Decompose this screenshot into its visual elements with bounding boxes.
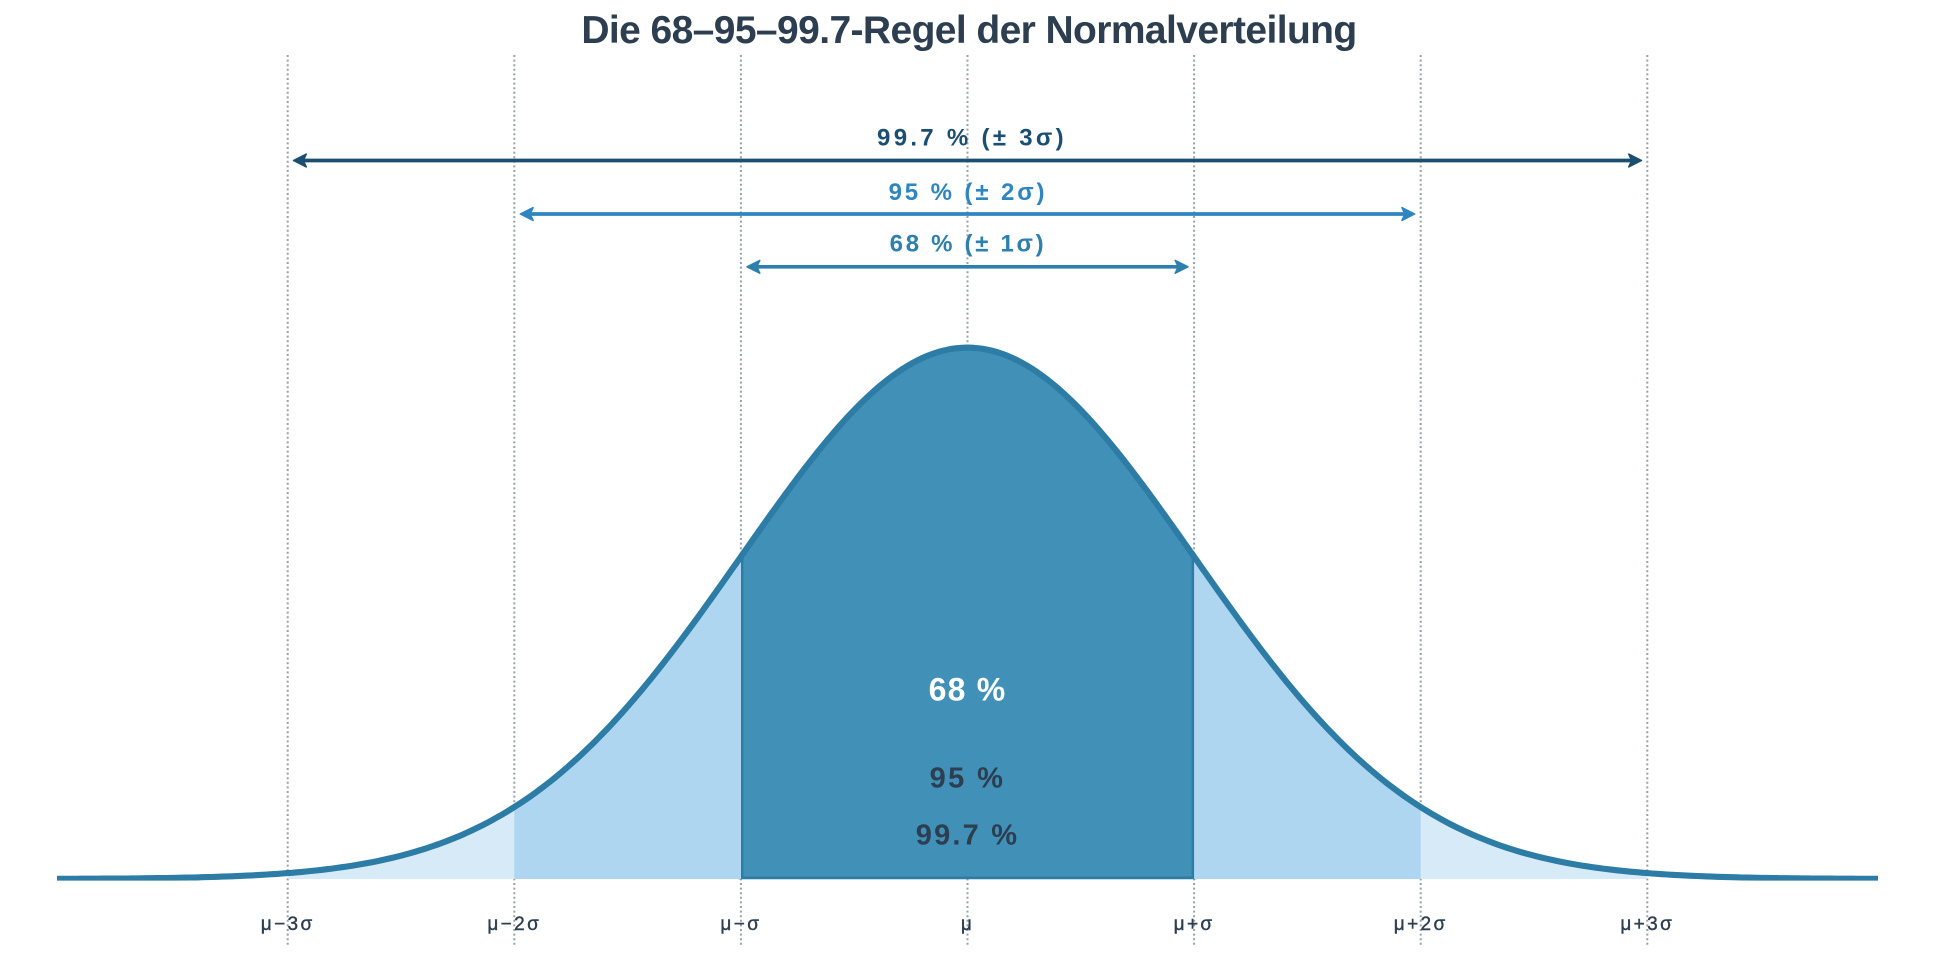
svg-text:μ−σ: μ−σ: [720, 914, 761, 935]
svg-text:Die 68–95–99.7-Regel der Norma: Die 68–95–99.7-Regel der Normalverteilun…: [581, 9, 1356, 52]
svg-text:68 % (± 1σ): 68 % (± 1σ): [890, 230, 1047, 257]
svg-text:μ−3σ: μ−3σ: [261, 914, 315, 935]
svg-text:μ+3σ: μ+3σ: [1620, 914, 1674, 935]
svg-text:99.7 %: 99.7 %: [916, 820, 1020, 852]
svg-text:μ−2σ: μ−2σ: [487, 914, 541, 935]
svg-text:μ: μ: [961, 914, 974, 935]
svg-text:99.7 % (± 3σ): 99.7 % (± 3σ): [877, 124, 1067, 151]
svg-text:μ+σ: μ+σ: [1174, 914, 1215, 935]
svg-text:μ+2σ: μ+2σ: [1394, 914, 1448, 935]
svg-text:95 %: 95 %: [930, 762, 1006, 794]
svg-text:68 %: 68 %: [929, 671, 1007, 707]
svg-text:95 % (± 2σ): 95 % (± 2σ): [889, 179, 1048, 206]
